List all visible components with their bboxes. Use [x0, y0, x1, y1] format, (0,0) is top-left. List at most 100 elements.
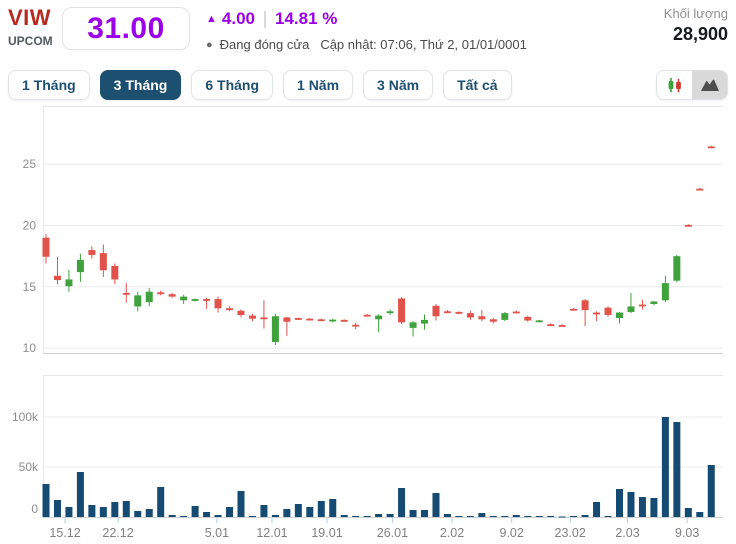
- price-volume-chart[interactable]: 25 20 15 10 100k 50k 0 15.12 22.12 5.01 12.01 19.01…: [0, 106, 736, 544]
- candle: [627, 306, 635, 312]
- candle: [283, 317, 291, 322]
- volume-bar: [76, 472, 84, 517]
- candle: [558, 325, 566, 327]
- current-price-box: 31.00: [62, 7, 190, 50]
- candle: [593, 312, 601, 315]
- candle: [88, 250, 96, 255]
- candle: [466, 313, 474, 318]
- candle: [306, 318, 314, 321]
- candle: [638, 304, 646, 307]
- volume-bar: [421, 510, 429, 517]
- tab-tất-cả[interactable]: Tất cả: [443, 70, 512, 100]
- candle: [696, 188, 704, 191]
- volume-bar: [466, 516, 474, 517]
- status-dot-icon: ●: [206, 38, 213, 51]
- candle: [616, 312, 623, 319]
- axis-label: 5.01: [205, 526, 229, 540]
- axis-label: 100k: [12, 410, 39, 424]
- candle: [294, 318, 302, 320]
- volume-bar: [673, 422, 681, 517]
- volume-bar: [707, 465, 715, 517]
- candle: [421, 319, 429, 324]
- candle: [340, 319, 348, 322]
- volume-bar: [248, 516, 256, 517]
- candle: [260, 317, 268, 320]
- candle: [248, 315, 256, 319]
- volume-bar: [443, 514, 451, 517]
- volume-bar: [616, 489, 623, 517]
- candle: [489, 319, 497, 322]
- candle: [214, 299, 222, 309]
- axis-label: 10: [23, 341, 37, 355]
- volume-bar: [661, 417, 669, 517]
- candle: [443, 311, 451, 314]
- candle: [65, 279, 73, 287]
- axis-label: 25: [23, 157, 37, 171]
- volume-bar: [340, 515, 348, 517]
- volume-bar: [134, 511, 142, 517]
- volume-bar: [99, 507, 107, 517]
- last-updated-text: Cập nhật: 07:06, Thứ 2, 01/01/0001: [320, 37, 527, 52]
- ticker-symbol: VIW: [8, 5, 52, 30]
- candle: [363, 314, 371, 317]
- volume-bar: [145, 509, 153, 517]
- volume-bar: [237, 491, 245, 517]
- tab-1-tháng[interactable]: 1 Tháng: [8, 70, 90, 100]
- volume-bar: [386, 514, 394, 517]
- candle: [53, 275, 61, 281]
- market-status-row: ● Đang đóng cửa Cập nhật: 07:06, Thứ 2, …: [206, 37, 527, 52]
- tab-6-tháng[interactable]: 6 Tháng: [191, 70, 274, 100]
- candle: [111, 265, 119, 280]
- volume-bar: [88, 505, 96, 517]
- volume-bar: [271, 515, 279, 517]
- volume-bar: [283, 509, 291, 517]
- candle: [271, 316, 279, 342]
- volume-bar: [489, 516, 497, 517]
- volume-bar: [558, 516, 566, 518]
- price-change-row: ▲ 4.00 14.81 %: [206, 9, 337, 29]
- volume-bar: [604, 516, 612, 517]
- candle: [134, 295, 142, 307]
- volume-bar: [180, 516, 188, 517]
- axis-label: 50k: [19, 460, 39, 474]
- candle: [547, 324, 555, 326]
- period-tabs: 1 Tháng 3 Tháng 6 Tháng 1 Năm 3 Năm Tất cả: [8, 70, 512, 100]
- tab-3-năm[interactable]: 3 Năm: [363, 70, 434, 100]
- candle: [157, 292, 165, 295]
- axis-label: 19.01: [311, 526, 342, 540]
- candle: [203, 299, 211, 301]
- tab-3-tháng[interactable]: 3 Tháng: [99, 70, 182, 100]
- candle: [99, 253, 107, 271]
- axis-label: 22.12: [102, 526, 133, 540]
- candle: [226, 308, 234, 311]
- volume-bar: [684, 508, 692, 517]
- axis-label: 23.02: [555, 526, 586, 540]
- volume-bar: [375, 514, 383, 517]
- candle: [673, 256, 681, 281]
- candle: [375, 315, 383, 320]
- volume-bar: [650, 498, 658, 517]
- volume-bar: [638, 497, 646, 517]
- candle: [604, 307, 612, 315]
- volume-bar: [581, 515, 589, 517]
- volume-bar: [168, 515, 176, 517]
- candle: [398, 298, 406, 323]
- candle: [180, 296, 188, 301]
- volume-bar: [696, 512, 704, 517]
- volume-bar: [53, 500, 61, 517]
- candle: [76, 259, 84, 273]
- area-chart-button[interactable]: [692, 71, 727, 99]
- tab-1-năm[interactable]: 1 Năm: [283, 70, 354, 100]
- candlestick-chart-button[interactable]: [657, 71, 692, 99]
- candle: [317, 319, 325, 322]
- axis-label: 0: [31, 502, 38, 516]
- candle: [684, 224, 692, 227]
- axis-label: 9.02: [500, 526, 524, 540]
- volume-bar: [512, 515, 520, 517]
- price-change-value: 4.00: [221, 9, 255, 28]
- candle: [524, 316, 532, 321]
- volume-bar: [570, 516, 578, 517]
- volume-bar: [478, 513, 486, 517]
- chart-type-toggle: [656, 70, 728, 100]
- volume-bar: [65, 507, 73, 517]
